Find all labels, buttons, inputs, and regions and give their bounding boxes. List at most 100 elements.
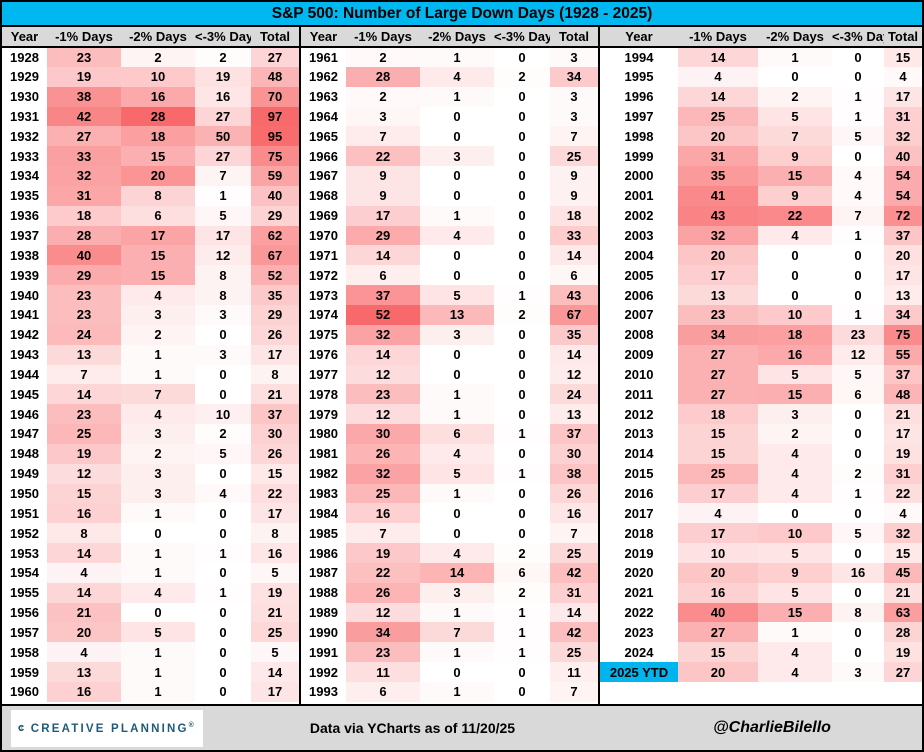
value-cell: 20 [678, 245, 758, 266]
creative-planning-c-icon [18, 724, 25, 732]
value-cell: 2 [195, 47, 251, 67]
value-cell: 0 [494, 404, 550, 425]
value-cell: 0 [494, 146, 550, 167]
value-cell: 4 [884, 503, 922, 524]
value-cell: 1 [832, 86, 884, 107]
value-cell: 0 [494, 443, 550, 464]
value-cell: 15 [251, 463, 299, 484]
year-cell: 2012 [600, 404, 678, 425]
year-cell: 2007 [600, 304, 678, 325]
value-cell: 0 [758, 66, 832, 87]
value-cell: 37 [550, 424, 598, 444]
year-cell: 2006 [600, 285, 678, 305]
table-row: 1957 20 5 0 25 [2, 622, 299, 643]
year-cell: 1933 [2, 146, 47, 167]
table-row: 1974 52 13 2 67 [301, 304, 598, 325]
value-cell: 1 [420, 384, 494, 405]
value-cell: 8 [832, 602, 884, 623]
value-cell: 19 [346, 543, 420, 563]
value-cell: 2 [494, 582, 550, 603]
value-cell: 3 [550, 47, 598, 67]
value-cell: 4 [420, 225, 494, 246]
value-cell: 1 [494, 622, 550, 643]
table-row: 2012 18 3 0 21 [600, 404, 922, 425]
value-cell: 27 [678, 622, 758, 643]
value-cell: 11 [550, 662, 598, 682]
year-cell: 2014 [600, 443, 678, 464]
table-row: 1993 6 1 0 7 [301, 682, 598, 702]
value-cell: 54 [884, 166, 922, 186]
value-cell: 19 [884, 642, 922, 663]
value-cell: 14 [251, 662, 299, 682]
value-cell: 30 [346, 424, 420, 444]
table-row: 1928 23 2 2 27 [2, 47, 299, 67]
value-cell: 23 [346, 384, 420, 405]
col-header-2pct: -2% Days [121, 27, 195, 48]
value-cell: 5 [251, 642, 299, 663]
col-header-total: Total [251, 27, 299, 48]
year-cell: 1970 [301, 225, 346, 246]
heatmap-tables-container: Year -1% Days -2% Days <-3% Days Total 1… [2, 27, 922, 704]
value-cell: 22 [346, 146, 420, 167]
value-cell: 3 [420, 146, 494, 167]
value-cell: 0 [420, 106, 494, 127]
value-cell: 15 [884, 543, 922, 563]
value-cell: 14 [346, 245, 420, 266]
value-cell: 0 [494, 265, 550, 286]
year-cell: 1998 [600, 126, 678, 147]
value-cell: 0 [758, 503, 832, 524]
table-row: 1956 21 0 0 21 [2, 602, 299, 623]
value-cell: 9 [758, 185, 832, 206]
value-cell: 0 [832, 285, 884, 305]
value-cell: 6 [346, 265, 420, 286]
value-cell: 43 [678, 205, 758, 226]
value-cell: 0 [420, 185, 494, 206]
table-row: 1967 9 0 0 9 [301, 166, 598, 186]
table-row: 2025 YTD 20 4 3 27 [600, 662, 922, 682]
table-row: 1930 38 16 16 70 [2, 86, 299, 107]
table-row: 1938 40 15 12 67 [2, 245, 299, 266]
value-cell: 15 [47, 483, 121, 504]
value-cell: 4 [758, 443, 832, 464]
value-cell: 26 [550, 483, 598, 504]
table-row: 1988 26 3 2 31 [301, 582, 598, 603]
table-row: 1991 23 1 1 25 [301, 642, 598, 663]
value-cell: 12 [47, 463, 121, 484]
value-cell: 8 [195, 285, 251, 305]
year-cell: 1957 [2, 622, 47, 643]
value-cell: 14 [47, 543, 121, 563]
value-cell: 10 [758, 304, 832, 325]
year-cell: 1953 [2, 543, 47, 563]
value-cell: 1 [121, 543, 195, 563]
value-cell: 0 [494, 324, 550, 345]
year-cell: 1960 [2, 682, 47, 702]
table-row: 1935 31 8 1 40 [2, 185, 299, 206]
value-cell: 34 [346, 622, 420, 643]
year-cell: 2011 [600, 384, 678, 405]
table-row: 1999 31 9 0 40 [600, 146, 922, 167]
value-cell: 26 [251, 443, 299, 464]
year-cell: 1937 [2, 225, 47, 246]
value-cell: 31 [884, 106, 922, 127]
table-row: 1985 7 0 0 7 [301, 523, 598, 544]
value-cell: 32 [47, 166, 121, 186]
value-cell: 15 [884, 47, 922, 67]
year-cell: 1934 [2, 166, 47, 186]
value-cell: 0 [832, 424, 884, 444]
table-row: 2008 34 18 23 75 [600, 324, 922, 345]
year-cell: 1950 [2, 483, 47, 504]
table-row: 1952 8 0 0 8 [2, 523, 299, 544]
value-cell: 0 [832, 265, 884, 286]
value-cell: 1 [195, 582, 251, 603]
value-cell: 6 [832, 384, 884, 405]
value-cell: 0 [832, 582, 884, 603]
value-cell: 5 [195, 443, 251, 464]
value-cell: 0 [494, 47, 550, 67]
value-cell: 4 [832, 185, 884, 206]
value-cell: 35 [678, 166, 758, 186]
value-cell: 1 [420, 483, 494, 504]
value-cell: 3 [346, 106, 420, 127]
year-cell: 1938 [2, 245, 47, 266]
year-cell: 1962 [301, 66, 346, 87]
col-header-1pct: -1% Days [678, 27, 758, 48]
